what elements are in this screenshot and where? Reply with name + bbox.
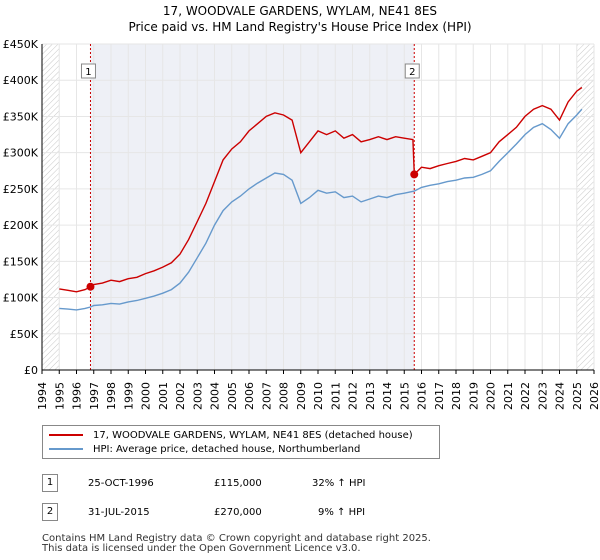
- x-tick-label: 1998: [105, 382, 118, 410]
- x-tick-label: 2023: [536, 382, 549, 410]
- x-tick-label: 2022: [519, 382, 532, 410]
- y-tick-label: £350K: [3, 110, 39, 123]
- sale-point: [86, 282, 95, 291]
- legend: 17, WOODVALE GARDENS, WYLAM, NE41 8ES (d…: [42, 425, 440, 459]
- annotation-hpi-change: 9% ↑ HPI: [318, 507, 366, 518]
- x-tick-label: 2010: [312, 382, 325, 410]
- x-tick-label: 2012: [347, 382, 360, 410]
- y-tick-label: £150K: [3, 255, 39, 268]
- footer-licence: This data is licensed under the Open Gov…: [42, 543, 361, 554]
- annotation-number-box: 1: [42, 474, 58, 492]
- x-tick-label: 1994: [36, 382, 49, 410]
- annotation-date: 25-OCT-1996: [88, 478, 154, 489]
- annotation-price: £270,000: [214, 507, 262, 518]
- annotation-hpi-change: 32% ↑ HPI: [312, 478, 366, 489]
- x-tick-label: 2009: [295, 382, 308, 410]
- chart-title: 17, WOODVALE GARDENS, WYLAM, NE41 8ES: [162, 4, 438, 18]
- x-tick-label: 2025: [571, 382, 584, 410]
- y-tick-label: £300K: [3, 147, 39, 160]
- x-tick-label: 2021: [502, 382, 515, 410]
- x-tick-label: 2015: [398, 382, 411, 410]
- x-tick-label: 2005: [226, 382, 239, 410]
- sale-point: [410, 170, 419, 179]
- sale-number-label: 1: [85, 67, 91, 78]
- sale-number-box: [80, 63, 96, 79]
- property-price-line: [59, 86, 583, 293]
- x-tick-label: 2026: [588, 382, 600, 410]
- y-tick-label: £100K: [3, 292, 39, 305]
- legend-label-property: 17, WOODVALE GARDENS, WYLAM, NE41 8ES (d…: [93, 430, 413, 441]
- x-tick-label: 2013: [364, 382, 377, 410]
- sale-number-box: [404, 63, 420, 79]
- sale-number-label: 2: [409, 67, 415, 78]
- x-tick-label: 1995: [53, 382, 66, 410]
- x-tick-label: 1999: [122, 382, 135, 410]
- x-tick-label: 2011: [329, 382, 342, 410]
- hpi-line-swatch: [49, 448, 83, 450]
- x-tick-label: 2020: [485, 382, 498, 410]
- x-tick-label: 1996: [71, 382, 84, 410]
- annotation-date: 31-JUL-2015: [88, 507, 150, 518]
- x-tick-label: 2001: [157, 382, 170, 410]
- y-tick-label: £400K: [3, 74, 39, 87]
- price-chart: 1 2 £0 £50K £100K £150K £200K £250K £300K £350K £…: [3, 38, 600, 410]
- x-tick-label: 2004: [209, 382, 222, 410]
- x-tick-label: 2017: [433, 382, 446, 410]
- y-tick-label: £250K: [3, 183, 39, 196]
- x-tick-label: 2019: [467, 382, 480, 410]
- x-tick-label: 2003: [191, 382, 204, 410]
- hpi-line: [59, 108, 583, 311]
- x-tick-label: 2018: [450, 382, 463, 410]
- x-tick-label: 2008: [278, 382, 291, 410]
- annotation-price: £115,000: [214, 478, 262, 489]
- hatched-region: [576, 44, 594, 370]
- legend-label-hpi: HPI: Average price, detached house, Nort…: [93, 444, 361, 455]
- x-tick-label: 2000: [140, 382, 153, 410]
- x-tick-label: 1997: [88, 382, 101, 410]
- y-tick-label: £50K: [10, 328, 39, 341]
- footer-copyright: Contains HM Land Registry data © Crown c…: [42, 533, 431, 544]
- x-tick-label: 2024: [554, 382, 567, 410]
- annotation-row: 1 25-OCT-1996 £115,000 32% ↑ HPI: [42, 474, 382, 494]
- hatched-region: [42, 44, 60, 370]
- legend-item-hpi: HPI: Average price, detached house, Nort…: [49, 443, 360, 457]
- y-tick-label: £0: [24, 364, 38, 377]
- x-tick-label: 2002: [174, 382, 187, 410]
- y-tick-label: £450K: [3, 38, 39, 51]
- ownership-period-shade: [90, 44, 415, 370]
- y-tick-label: £200K: [3, 219, 39, 232]
- x-tick-label: 2014: [381, 382, 394, 410]
- x-tick-label: 2016: [416, 382, 429, 410]
- annotation-number-box: 2: [42, 503, 58, 521]
- x-tick-label: 2006: [243, 382, 256, 410]
- x-tick-label: 2007: [260, 382, 273, 410]
- property-line-swatch: [49, 434, 83, 436]
- chart-subtitle: Price paid vs. HM Land Registry's House …: [128, 20, 472, 34]
- annotation-row: 2 31-JUL-2015 £270,000 9% ↑ HPI: [42, 503, 382, 523]
- legend-item-property: 17, WOODVALE GARDENS, WYLAM, NE41 8ES (d…: [49, 429, 413, 443]
